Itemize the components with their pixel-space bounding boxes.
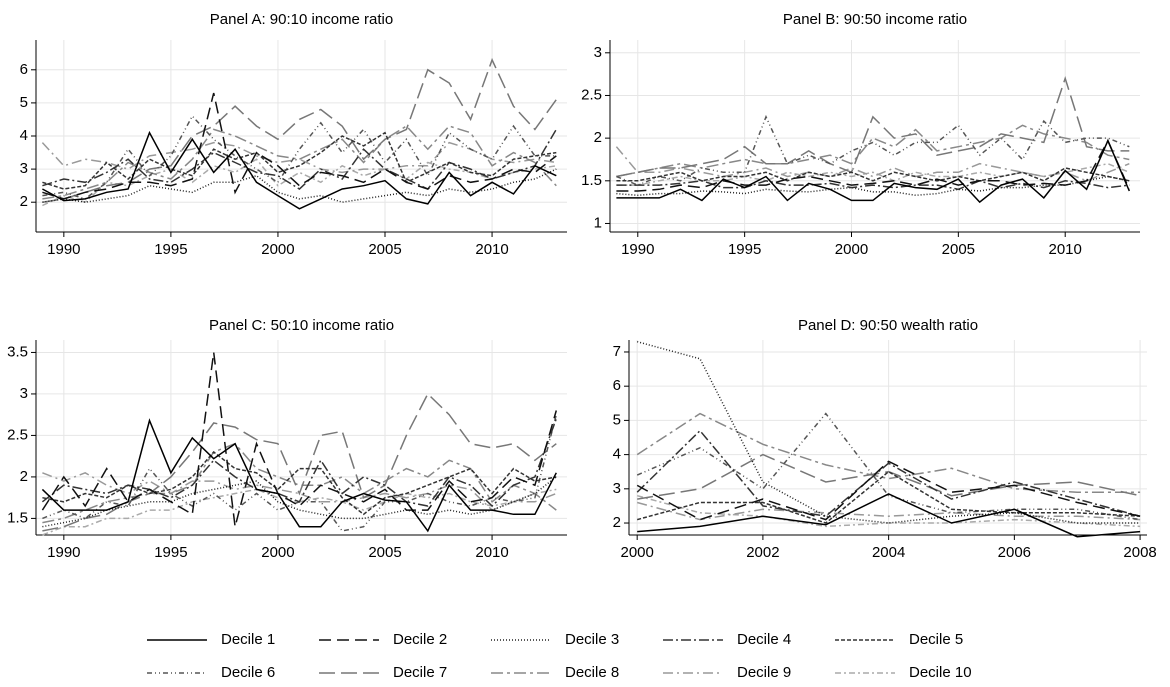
y-tick-label: 6	[613, 377, 621, 394]
panel: Panel A: 90:10 income ratio 2 3 4 5 6 1990 1995…	[20, 11, 567, 258]
x-tick-label: 2002	[746, 544, 779, 561]
series-line	[637, 493, 1141, 538]
series-line	[42, 414, 558, 532]
y-tick-label: 6	[20, 61, 28, 78]
series-line	[616, 175, 1130, 197]
legend-label: Decile 3	[565, 631, 619, 648]
y-tick-label: 7	[613, 343, 621, 360]
series-line	[616, 138, 1130, 192]
y-tick-label: 3	[613, 480, 621, 497]
series-line	[616, 180, 1130, 191]
series-line	[42, 114, 557, 200]
series-line	[616, 124, 1130, 178]
x-tick-label: 2006	[998, 544, 1031, 561]
panel-title: Panel A: 90:10 income ratio	[210, 11, 393, 28]
x-tick-label: 2000	[620, 544, 653, 561]
y-tick-label: 4	[20, 127, 28, 144]
x-tick-label: 1995	[154, 241, 187, 258]
x-tick-label: 2005	[368, 544, 401, 561]
x-tick-label: 2005	[368, 241, 401, 258]
panel: Panel C: 50:10 income ratio 1.5 2 2.5 3 3.5 19…	[7, 317, 567, 561]
x-tick-label: 2000	[261, 241, 294, 258]
x-tick-label: 2005	[942, 241, 975, 258]
panel: Panel B: 90:50 income ratio 1 1.5 2 2.5 3 1990…	[581, 11, 1140, 258]
y-tick-label: 3.5	[7, 343, 28, 360]
legend-label: Decile 7	[393, 664, 447, 681]
y-tick-label: 1	[594, 214, 602, 231]
legend-label: Decile 8	[565, 664, 619, 681]
y-tick-label: 5	[20, 94, 28, 111]
legend-label: Decile 4	[737, 631, 791, 648]
x-tick-label: 2000	[835, 241, 868, 258]
y-tick-label: 4	[613, 446, 621, 463]
y-tick-label: 1.5	[7, 509, 28, 526]
series-line	[637, 453, 1141, 500]
y-tick-label: 2.5	[581, 86, 602, 103]
series-line	[42, 125, 557, 200]
x-tick-label: 1995	[728, 241, 761, 258]
series-line	[637, 494, 1141, 528]
panel: Panel D: 90:50 wealth ratio 2 3 4 5 6 7 2000 200…	[613, 317, 1157, 561]
x-tick-label: 2010	[1049, 241, 1082, 258]
series-line	[41, 418, 557, 533]
legend-label: Decile 10	[909, 664, 972, 681]
y-tick-label: 3	[20, 160, 28, 177]
x-tick-label: 1995	[154, 544, 187, 561]
x-tick-label: 1990	[47, 544, 80, 561]
series-line	[42, 92, 557, 200]
x-tick-label: 2010	[475, 241, 508, 258]
series-line	[42, 57, 557, 203]
series-line	[637, 340, 1141, 524]
series-line	[637, 470, 1141, 524]
legend-label: Decile 9	[737, 664, 791, 681]
series-line	[616, 75, 1130, 178]
panel-title: Panel B: 90:50 income ratio	[783, 11, 967, 28]
y-tick-label: 2	[20, 193, 28, 210]
series-line	[637, 501, 1141, 521]
x-tick-label: 1990	[47, 241, 80, 258]
legend: Decile 1 Decile 2 Decile 3 Decile 4 Decile 5…	[147, 631, 972, 681]
series-line	[636, 429, 1141, 517]
panel-title: Panel D: 90:50 wealth ratio	[798, 317, 978, 334]
y-tick-label: 1.5	[581, 172, 602, 189]
y-tick-label: 5	[613, 411, 621, 428]
legend-label: Decile 6	[221, 664, 275, 681]
y-tick-label: 2	[20, 468, 28, 485]
x-tick-label: 2010	[475, 544, 508, 561]
series-line	[42, 131, 557, 190]
series-line	[42, 129, 557, 190]
series-line	[636, 412, 1141, 493]
y-tick-label: 2	[613, 514, 621, 531]
legend-label: Decile 2	[393, 631, 447, 648]
y-tick-label: 3	[20, 385, 28, 402]
panel-title: Panel C: 50:10 income ratio	[209, 317, 394, 334]
legend-label: Decile 1	[221, 631, 275, 648]
y-tick-label: 3	[594, 44, 602, 61]
series-line	[42, 471, 557, 511]
series-line	[42, 488, 557, 536]
series-line	[636, 460, 1141, 521]
x-tick-label: 2004	[872, 544, 905, 561]
series-line	[41, 418, 558, 508]
series-line	[616, 114, 1130, 186]
x-tick-label: 2000	[261, 544, 294, 561]
y-tick-label: 2.5	[7, 426, 28, 443]
legend-label: Decile 5	[909, 631, 963, 648]
series-line	[636, 412, 1141, 521]
series-line	[42, 168, 557, 203]
x-tick-label: 2008	[1123, 544, 1156, 561]
series-line	[42, 130, 557, 210]
x-tick-label: 1990	[621, 241, 654, 258]
series-line	[616, 138, 1130, 204]
y-tick-label: 2	[594, 129, 602, 146]
series-line	[42, 442, 557, 524]
